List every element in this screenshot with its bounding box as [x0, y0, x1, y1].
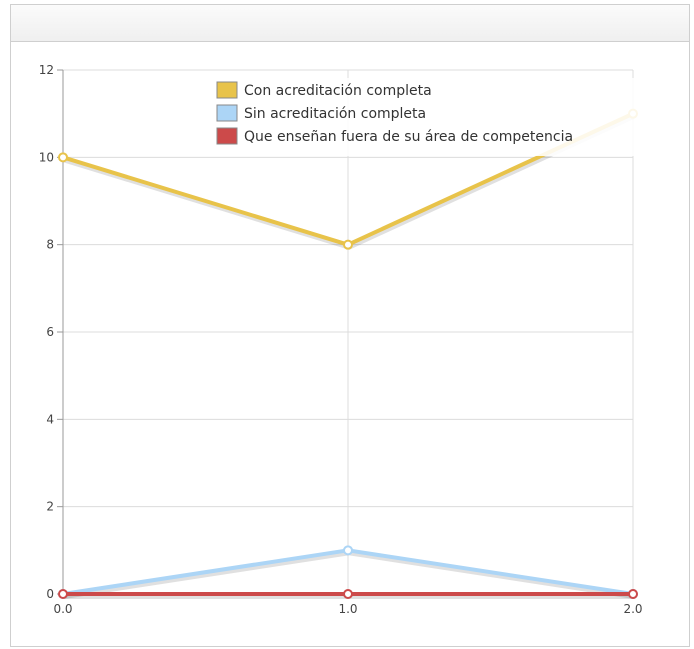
data-point [58, 589, 68, 599]
y-tick-label: 12 [39, 63, 54, 77]
legend-swatch [216, 127, 238, 145]
legend-label: Que enseñan fuera de su área de competen… [244, 129, 573, 145]
y-tick-label: 10 [39, 150, 54, 164]
legend-label: Con acreditación completa [244, 83, 432, 99]
data-point [343, 589, 353, 599]
legend-box [212, 78, 642, 156]
tick-labels: 0 2 4 6 8 10 12 0.0 1.0 2.0 [39, 63, 643, 616]
data-point [343, 545, 353, 556]
y-tick-label: 6 [46, 325, 54, 339]
x-tick-label: 2.0 [623, 602, 642, 616]
legend-swatch [216, 81, 238, 99]
x-tick-label: 0.0 [53, 602, 72, 616]
y-tick-label: 2 [46, 500, 54, 514]
legend-swatch [216, 104, 238, 122]
data-point [628, 589, 638, 599]
chart-legend: Con acreditación completa Sin acreditació… [212, 78, 642, 156]
panel-header [11, 5, 689, 42]
y-tick-label: 0 [46, 587, 54, 601]
y-tick-label: 8 [46, 238, 54, 252]
x-tick-label: 1.0 [338, 602, 357, 616]
chart-series [58, 108, 638, 599]
data-point [58, 152, 68, 163]
data-point [343, 239, 353, 250]
y-tick-label: 4 [46, 412, 54, 426]
legend-label: Sin acreditación completa [244, 106, 426, 122]
